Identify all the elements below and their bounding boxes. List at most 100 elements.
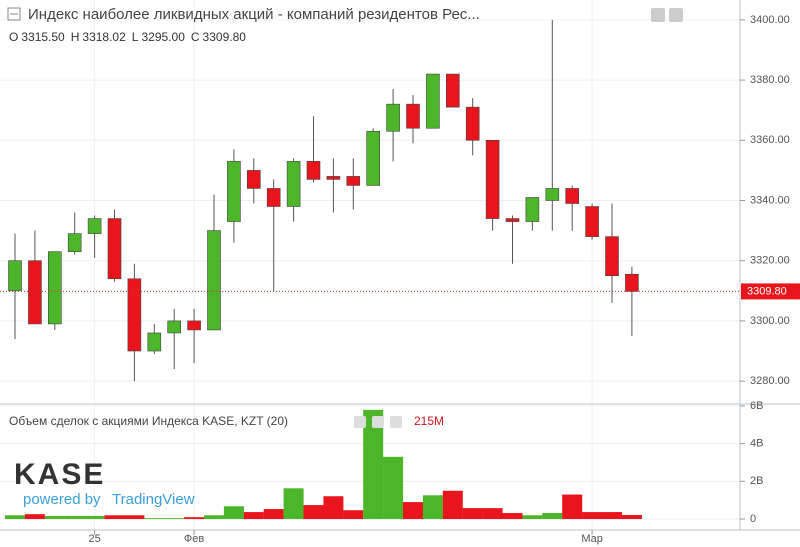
volume-bar	[164, 518, 185, 520]
tagline-prefix: powered by	[23, 491, 101, 508]
volume-bar	[84, 516, 105, 520]
ohlc-value: 3315.50	[21, 30, 65, 44]
volume-bar	[243, 512, 264, 520]
last-price-label: 3309.80	[747, 285, 787, 297]
candle-body	[8, 260, 22, 292]
candle-body	[207, 230, 221, 331]
volume-current: 215M	[414, 414, 444, 428]
marks	[5, 19, 642, 520]
visibility-icon[interactable]	[669, 8, 683, 22]
volume-bar	[223, 506, 244, 520]
candle-body	[266, 188, 281, 207]
candle-body	[127, 278, 142, 352]
candle-body	[28, 260, 42, 325]
volume-title: Объем сделок с акциями Индекса KASE, KZT…	[9, 414, 288, 428]
y-tick-label: 3360.00	[750, 134, 790, 146]
volume-y-tick-label: 2B	[750, 475, 763, 487]
candle-body	[565, 188, 580, 204]
volume-bar	[422, 495, 443, 520]
ohlc-key: L	[132, 30, 139, 44]
volume-bar	[64, 516, 85, 520]
volume-bar	[263, 509, 284, 520]
y-tick-label: 3280.00	[750, 375, 790, 387]
candle-body	[107, 218, 122, 280]
candle-body	[585, 206, 599, 237]
candle-body	[47, 251, 62, 325]
ohlc-key: H	[71, 30, 80, 44]
volume-bar	[383, 456, 404, 520]
candle-body	[625, 273, 639, 292]
ohlc-value: 3318.02	[82, 30, 126, 44]
volume-bar	[582, 512, 603, 520]
x-tick-label: Фев	[184, 533, 204, 545]
candle-body	[167, 320, 181, 334]
volume-bar	[462, 508, 483, 520]
volume-bar	[522, 515, 543, 520]
candle-body	[286, 161, 301, 207]
volume-settings-icon[interactable]	[354, 416, 366, 428]
volume-y-tick-label: 4B	[750, 438, 763, 450]
candle-body	[505, 218, 520, 222]
volume-bar	[562, 494, 583, 520]
y-tick-label: 3400.00	[750, 14, 790, 26]
settings-icon[interactable]	[651, 8, 665, 22]
volume-visibility-icon[interactable]	[372, 416, 384, 428]
candle-body	[465, 106, 480, 141]
y-tick-label: 3380.00	[750, 74, 790, 86]
y-tick-label: 3320.00	[750, 255, 790, 267]
chart-title: Индекс наиболее ликвидных акций - компан…	[28, 6, 480, 23]
volume-bar	[24, 514, 45, 520]
volume-bar	[482, 508, 503, 520]
candle-body	[306, 161, 321, 180]
candle-body	[67, 233, 82, 252]
candle-body	[247, 170, 261, 189]
volume-bar	[323, 496, 344, 520]
volume-bar	[502, 513, 523, 520]
ohlc-key: O	[9, 30, 18, 44]
candle-body	[346, 176, 361, 186]
volume-bar	[602, 512, 622, 520]
x-tick-label: 25	[88, 533, 100, 545]
volume-bar	[44, 516, 65, 520]
candle-body	[485, 139, 500, 219]
candle-body	[445, 73, 460, 108]
volume-y-tick-label: 0	[750, 513, 756, 525]
x-tick-label: Мар	[581, 533, 603, 545]
volume-bar	[124, 515, 145, 520]
volume-bar	[363, 409, 384, 520]
volume-bar	[621, 515, 642, 520]
candle-body	[187, 320, 201, 331]
logo: KASE	[14, 458, 105, 491]
last-price-box	[741, 283, 800, 300]
volume-bar	[144, 518, 165, 520]
candle-body	[525, 197, 540, 222]
ohlc-value: 3309.80	[203, 30, 247, 44]
volume-bar	[343, 510, 364, 520]
candle-body	[366, 130, 381, 186]
ohlc-value: 3295.00	[141, 30, 185, 44]
candle-body	[326, 176, 341, 180]
candle-body	[386, 103, 400, 132]
collapse-icon[interactable]	[7, 7, 21, 21]
candle-body	[87, 218, 102, 234]
candle-body	[605, 236, 619, 277]
tagline-brand: TradingView	[112, 491, 195, 508]
volume-bar	[303, 505, 324, 520]
volume-bar	[204, 515, 224, 520]
volume-bar	[442, 490, 463, 520]
volume-bar	[184, 517, 205, 520]
volume-bar	[104, 515, 125, 520]
candle-body	[545, 188, 560, 201]
ohlc-key: C	[191, 30, 200, 44]
ohlc-legend: O 3315.50 H 3318.02 L 3295.00 C 3309.80	[9, 30, 246, 44]
volume-bar	[403, 502, 423, 520]
candle-body	[406, 103, 420, 129]
volume-bar	[542, 513, 563, 520]
volume-y-tick-label: 6B	[750, 400, 763, 412]
volume-close-icon[interactable]	[390, 416, 402, 428]
candle-body	[147, 332, 162, 352]
volume-bar	[283, 488, 304, 520]
y-tick-label: 3340.00	[750, 194, 790, 206]
